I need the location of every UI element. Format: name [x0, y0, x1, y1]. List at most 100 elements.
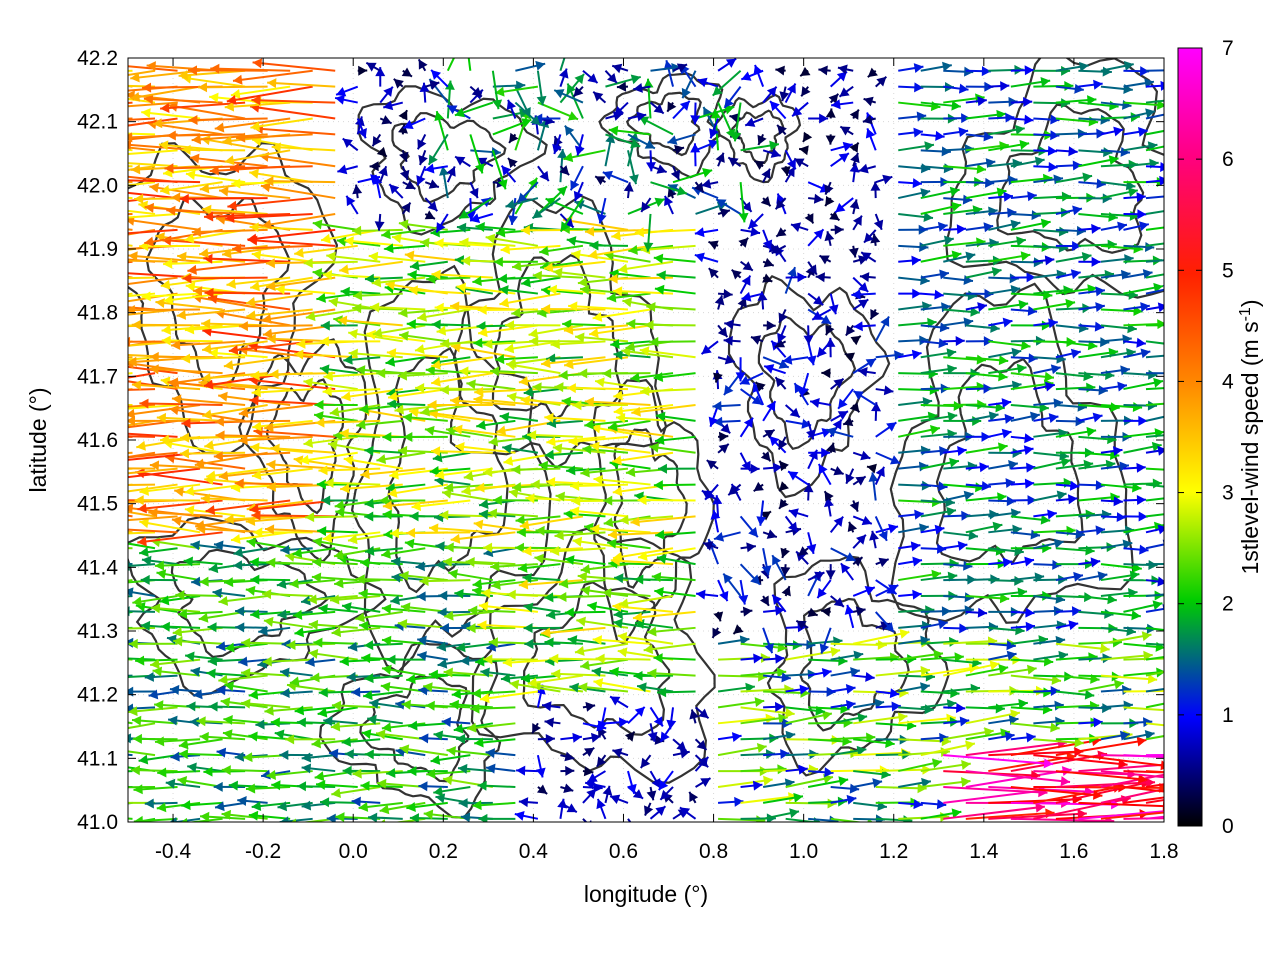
wind-vector: [148, 689, 178, 700]
wind-vector: [523, 623, 561, 634]
wind-vector: [521, 276, 561, 288]
wind-vector: [469, 85, 483, 98]
wind-vector: [831, 99, 854, 110]
wind-vector: [588, 324, 651, 338]
wind-vector: [920, 348, 957, 359]
wind-vector: [688, 791, 699, 804]
wind-vector: [1100, 512, 1126, 523]
wind-vector: [173, 636, 223, 647]
wind-vector: [364, 673, 403, 684]
wind-vector: [563, 509, 606, 520]
wind-vector: [128, 149, 178, 156]
wind-vector: [965, 131, 994, 142]
wind-vector: [740, 388, 763, 406]
wind-vector: [564, 607, 606, 618]
wind-vector: [582, 444, 629, 455]
wind-vector: [852, 628, 910, 645]
wind-vector: [1100, 570, 1140, 582]
wind-vector: [784, 266, 797, 294]
wind-vector: [466, 379, 516, 391]
wind-vector: [824, 181, 834, 195]
wind-vector: [988, 251, 1031, 263]
wind-vector: [250, 276, 313, 292]
wind-vector: [1123, 400, 1158, 411]
wind-vector: [473, 519, 539, 534]
wind-vector: [203, 253, 291, 264]
wind-vector: [319, 336, 381, 347]
wind-vector: [898, 777, 932, 788]
wind-vector: [825, 108, 836, 119]
wind-vector: [424, 179, 440, 189]
wind-vector: [740, 780, 763, 791]
wind-vector: [1055, 95, 1097, 106]
wind-vector: [134, 495, 201, 506]
wind-vector: [128, 275, 133, 279]
wind-vector: [566, 236, 606, 247]
wind-vector: [1078, 256, 1101, 267]
wind-vector: [1145, 687, 1164, 693]
wind-vector: [604, 133, 616, 167]
wind-vector: [740, 226, 761, 237]
wind-vector: [418, 781, 448, 792]
wind-vector: [898, 523, 929, 534]
wind-vector: [611, 63, 629, 74]
wind-vector: [376, 368, 426, 379]
wind-vector: [852, 586, 876, 597]
wind-vector: [419, 576, 471, 587]
wind-vector: [965, 558, 1007, 569]
wind-vector: [557, 148, 568, 183]
y-tick-label: 41.2: [77, 684, 118, 707]
wind-vector: [1123, 730, 1155, 741]
wind-vector: [351, 796, 381, 807]
wind-vector: [1010, 114, 1034, 125]
wind-vector: [1055, 116, 1099, 127]
wind-vector: [285, 734, 336, 745]
wind-vector: [144, 798, 178, 809]
wind-vector: [409, 813, 448, 822]
wind-vector: [428, 523, 493, 534]
wind-vector: [317, 706, 358, 718]
wind-vector: [988, 575, 1024, 586]
wind-vector: [541, 304, 606, 315]
wind-vector: [128, 212, 178, 219]
wind-vector: [780, 564, 791, 577]
wind-vector: [128, 419, 178, 429]
wind-vector: [834, 197, 854, 214]
wind-vector: [866, 463, 877, 474]
wind-vector: [515, 60, 546, 72]
wind-vector: [898, 63, 924, 74]
wind-vector: [356, 419, 403, 430]
wind-vector: [853, 738, 895, 748]
wind-vector: [849, 141, 860, 153]
wind-vector: [1078, 155, 1119, 168]
wind-vector: [1145, 513, 1164, 518]
wind-vector: [920, 322, 950, 333]
wind-vector: [1100, 381, 1128, 392]
wind-vector: [369, 302, 426, 313]
wind-vector: [785, 646, 841, 661]
wind-vector: [322, 386, 381, 397]
wind-vector: [478, 601, 539, 613]
wind-vector: [494, 354, 538, 365]
wind-vector: [852, 450, 871, 461]
wind-vector: [830, 410, 849, 422]
wind-vector: [778, 460, 789, 472]
wind-vector: [381, 547, 426, 559]
wind-vector: [558, 578, 606, 589]
wind-vector: [544, 637, 583, 648]
wind-vector: [128, 117, 156, 121]
wind-vector: [1123, 192, 1146, 203]
wind-vector: [694, 706, 710, 719]
wind-vector: [847, 521, 858, 533]
wind-vector: [128, 706, 133, 709]
wind-vector: [252, 419, 313, 432]
wind-vector: [898, 242, 929, 253]
wind-vector: [710, 509, 721, 533]
wind-vector: [359, 620, 403, 631]
wind-vector: [311, 572, 358, 583]
wind-vector: [760, 510, 772, 521]
wind-vector: [780, 166, 791, 177]
wind-vector: [589, 441, 651, 454]
wind-vector: [624, 730, 636, 742]
wind-vector: [659, 786, 674, 801]
